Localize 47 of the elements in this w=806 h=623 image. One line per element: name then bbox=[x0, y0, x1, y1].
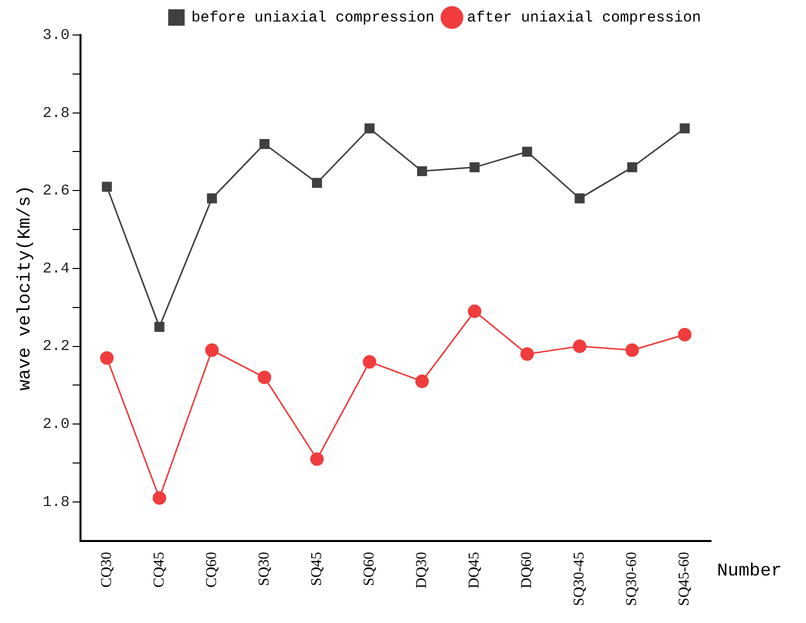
point bbox=[154, 322, 164, 332]
point bbox=[417, 166, 428, 176]
point bbox=[680, 123, 690, 134]
point bbox=[625, 343, 639, 357]
x-tick-label: SQ60 bbox=[361, 552, 378, 586]
x-tick-label: CQ30 bbox=[98, 552, 115, 588]
y-tick-label: 3.0 bbox=[42, 26, 70, 44]
legend-label: before uniaxial compression bbox=[191, 9, 434, 26]
point bbox=[522, 146, 532, 157]
x-axis-title: Number bbox=[717, 562, 782, 582]
x-tick-label: DQ45 bbox=[466, 552, 483, 588]
point bbox=[205, 343, 219, 357]
x-tick-label: SQ30 bbox=[256, 552, 272, 586]
y-tick-label: 2.2 bbox=[42, 338, 70, 356]
y-tick-label: 2.0 bbox=[42, 416, 70, 434]
x-tick-label: CQ60 bbox=[204, 552, 220, 588]
point bbox=[362, 355, 376, 369]
x-tick-label: SQ45 bbox=[308, 552, 325, 586]
point bbox=[520, 347, 534, 361]
point bbox=[574, 193, 585, 204]
point bbox=[678, 328, 692, 342]
y-axis-title: wave velocity(Km/s) bbox=[16, 185, 36, 391]
x-tick-label: DQ60 bbox=[519, 552, 536, 588]
x-tick-label: SQ45-60 bbox=[676, 552, 693, 606]
point bbox=[152, 491, 166, 505]
point bbox=[415, 374, 429, 388]
x-tick-label: SQ30-45 bbox=[572, 552, 588, 606]
y-tick-label: 2.4 bbox=[42, 260, 70, 278]
point bbox=[572, 340, 586, 354]
point bbox=[627, 162, 638, 172]
point bbox=[312, 178, 322, 188]
y-tick-label: 1.8 bbox=[42, 494, 70, 511]
point bbox=[310, 452, 324, 466]
point bbox=[468, 304, 482, 318]
point bbox=[102, 182, 112, 192]
x-tick-label: SQ30-60 bbox=[624, 552, 640, 606]
point bbox=[258, 370, 272, 384]
x-tick-label: CQ45 bbox=[151, 552, 168, 588]
y-tick-label: 2.8 bbox=[42, 104, 70, 122]
x-tick-label: DQ30 bbox=[414, 552, 430, 588]
y-tick-label: 2.6 bbox=[42, 182, 70, 200]
legend-label: after uniaxial compression bbox=[466, 9, 702, 26]
point bbox=[470, 162, 480, 172]
point bbox=[206, 193, 217, 204]
point bbox=[259, 138, 270, 149]
point bbox=[100, 351, 114, 365]
point bbox=[364, 123, 375, 134]
